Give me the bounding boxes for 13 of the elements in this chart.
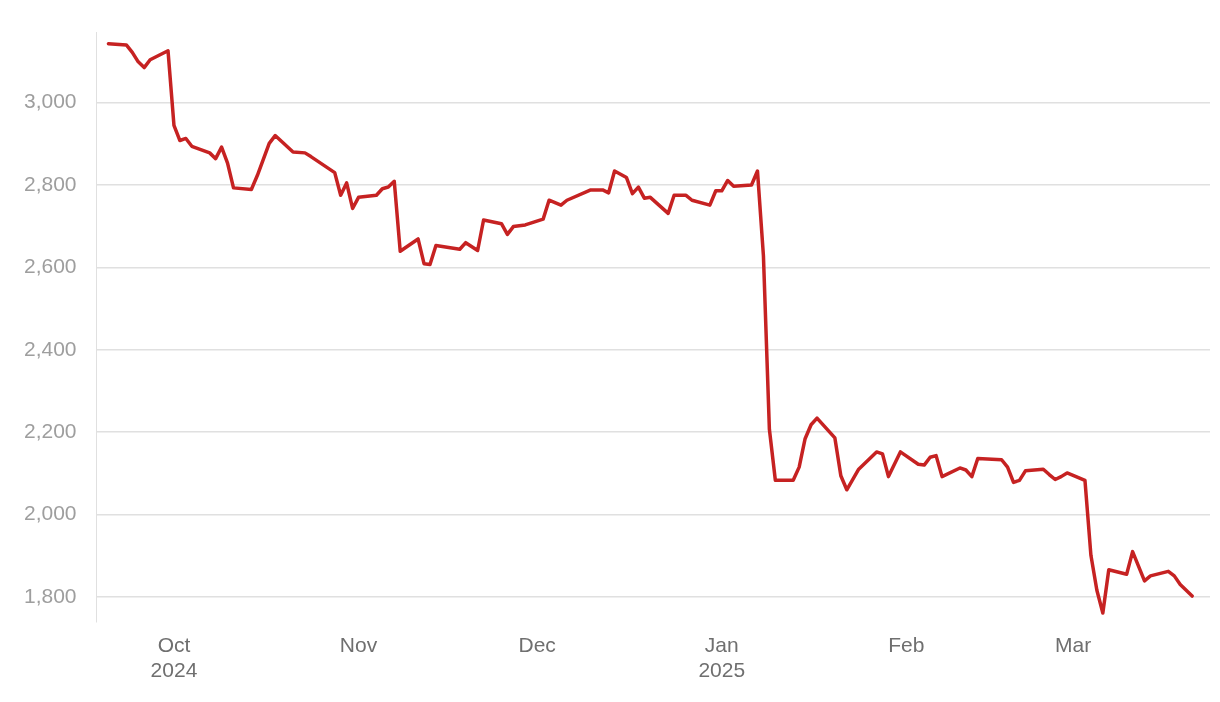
x-tick-label: Jan 2025 <box>698 633 746 682</box>
x-tick-label: Nov <box>339 633 378 656</box>
y-tick-label: 2,200 <box>23 418 77 442</box>
y-tick-label: 2,000 <box>23 501 77 525</box>
y-tick-label: 3,000 <box>23 89 77 113</box>
x-tick-label: Oct 2024 <box>150 633 198 682</box>
x-tick-label: Mar <box>1054 633 1092 656</box>
y-tick-label: 2,400 <box>23 336 77 360</box>
y-tick-label: 2,600 <box>23 254 77 278</box>
x-tick-label: Dec <box>518 633 556 656</box>
y-tick-label: 1,800 <box>23 583 77 607</box>
y-tick-label: 2,800 <box>23 171 77 195</box>
x-tick-label: Feb <box>888 633 925 656</box>
